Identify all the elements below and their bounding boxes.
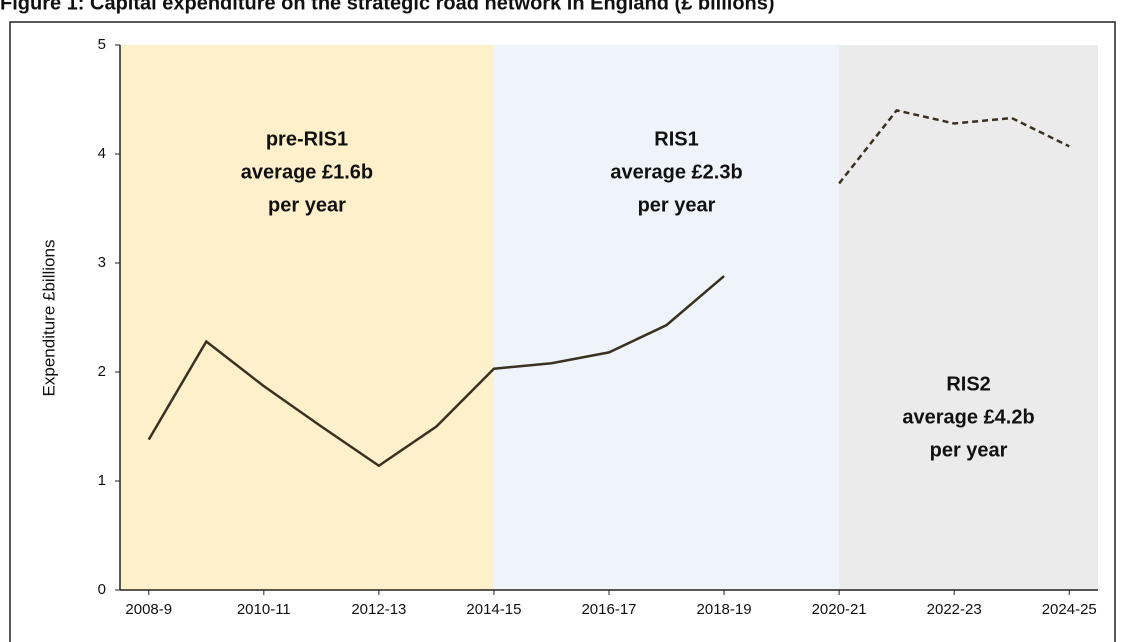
chart-title: Figure 1: Capital expenditure on the str… <box>0 0 775 14</box>
y-tick-label: 2 <box>98 363 106 380</box>
region-label: per year <box>268 194 346 216</box>
x-tick-label: 2008-9 <box>125 601 172 618</box>
frame <box>9 21 1116 642</box>
x-tick-label: 2024-25 <box>1042 601 1097 618</box>
x-tick-label: 2022-23 <box>927 601 982 618</box>
x-tick-label: 2014-15 <box>466 601 521 618</box>
region-label: RIS2 <box>946 373 990 395</box>
y-tick-label: 4 <box>98 145 106 162</box>
y-tick-label: 5 <box>98 36 106 53</box>
region-label: RIS1 <box>654 128 698 150</box>
x-tick-label: 2020-21 <box>812 601 867 618</box>
region <box>493 45 840 590</box>
region-label: per year <box>930 439 1008 461</box>
x-tick-label: 2012-13 <box>351 601 406 618</box>
region <box>839 45 1098 590</box>
y-tick-label: 3 <box>98 254 106 271</box>
region-label: average £1.6b <box>241 161 373 183</box>
region-label: per year <box>638 194 716 216</box>
x-tick-label: 2018-19 <box>697 601 752 618</box>
region-label: pre-RIS1 <box>266 128 348 150</box>
region <box>120 45 494 590</box>
plot: 0 1 2 3 4 5 2008-9 2010-11 2012-13 2014-15 2016-17… <box>98 36 1098 618</box>
x-tick-label: 2010-11 <box>237 601 291 618</box>
y-tick-label: 1 <box>98 472 106 489</box>
regions: pre-RIS1 average £1.6b per year RIS1 average… <box>120 45 1098 590</box>
x-tick-label: 2016-17 <box>581 601 636 618</box>
series-line <box>147 275 725 468</box>
y-axis-label: Expenditure £billions <box>39 240 58 397</box>
y-tick-label: 0 <box>98 581 106 598</box>
region-label: average £4.2b <box>902 406 1034 428</box>
region-label: average £2.3b <box>610 161 742 183</box>
series-line <box>838 109 1070 185</box>
